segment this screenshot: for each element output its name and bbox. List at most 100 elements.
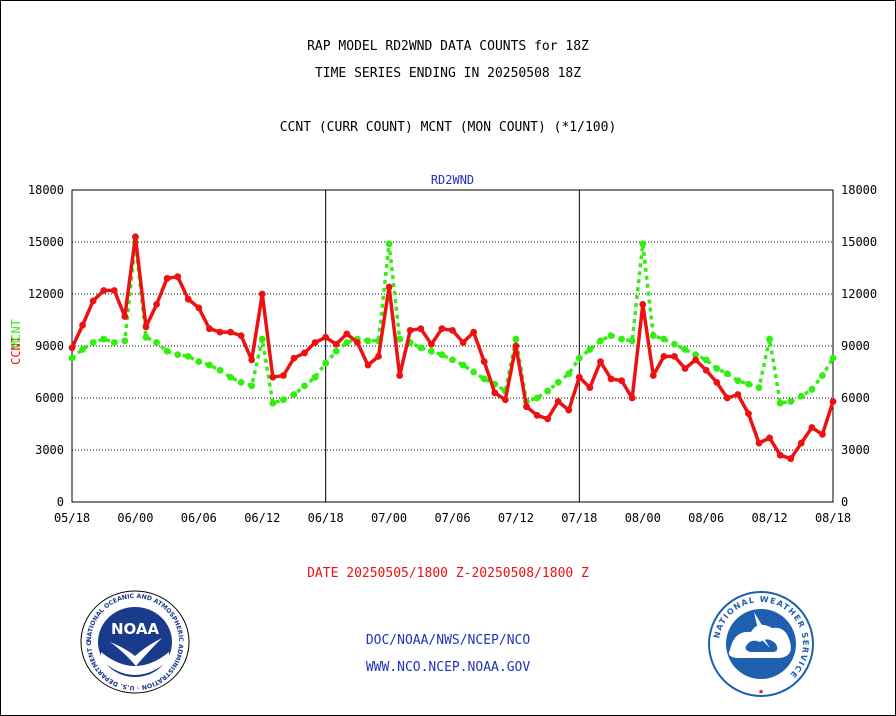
y-tick-label-right: 3000 bbox=[841, 443, 870, 457]
data-point-ccnt bbox=[216, 328, 224, 336]
data-point-ccnt bbox=[417, 325, 425, 333]
series-layer bbox=[68, 233, 837, 463]
date-range-label: DATE 20250505/1800 Z-20250508/1800 Z bbox=[307, 566, 589, 581]
data-point-ccnt bbox=[649, 372, 657, 379]
x-tick-label: 06/12 bbox=[244, 511, 280, 525]
y-tick-label-left: 6000 bbox=[35, 391, 64, 405]
x-tick-label: 08/12 bbox=[752, 511, 788, 525]
data-point-mcnt bbox=[723, 370, 731, 378]
data-point-mcnt bbox=[512, 335, 520, 343]
data-point-ccnt bbox=[68, 344, 76, 352]
data-point-ccnt bbox=[279, 372, 287, 379]
data-point-mcnt bbox=[829, 354, 837, 362]
data-point-ccnt bbox=[681, 365, 689, 372]
data-point-ccnt bbox=[195, 304, 203, 312]
data-point-ccnt bbox=[597, 358, 604, 365]
data-point-ccnt bbox=[702, 366, 710, 374]
data-point-mcnt bbox=[755, 384, 763, 391]
data-point-ccnt bbox=[713, 379, 721, 386]
noaa-logo: NOAA NATIONAL OCEANIC AND ATMOSPHERIC AD… bbox=[80, 590, 190, 694]
grid-layer bbox=[72, 190, 833, 502]
y-tick-label-right: 12000 bbox=[841, 287, 877, 301]
data-point-ccnt bbox=[237, 332, 245, 339]
y-tick-label-right: 0 bbox=[841, 495, 848, 509]
data-point-ccnt bbox=[396, 372, 404, 379]
data-point-ccnt bbox=[660, 353, 668, 360]
data-point-ccnt bbox=[491, 389, 499, 397]
data-point-ccnt bbox=[406, 327, 414, 334]
data-point-mcnt bbox=[385, 240, 393, 248]
data-point-ccnt bbox=[385, 283, 393, 291]
website-link[interactable]: WWW.NCO.NCEP.NOAA.GOV bbox=[365, 660, 531, 675]
data-point-ccnt bbox=[142, 323, 150, 331]
data-point-mcnt bbox=[417, 344, 425, 352]
data-point-ccnt bbox=[163, 275, 171, 282]
data-point-mcnt bbox=[575, 354, 583, 362]
data-point-mcnt bbox=[174, 351, 182, 359]
y-axis-label-mcnt: MCNT bbox=[9, 319, 23, 348]
data-point-ccnt bbox=[470, 328, 478, 336]
data-point-mcnt bbox=[142, 333, 150, 341]
y-tick-label-left: 3000 bbox=[35, 443, 64, 457]
data-point-ccnt bbox=[227, 328, 234, 336]
data-point-mcnt bbox=[68, 354, 76, 362]
data-point-mcnt bbox=[248, 382, 256, 390]
data-point-mcnt bbox=[100, 335, 108, 343]
data-point-mcnt bbox=[237, 379, 245, 386]
axis-layer: 0 0 3000 3000 6000 6000 9000 9000 12000 12000 1500… bbox=[9, 173, 877, 525]
y-tick-label-right: 18000 bbox=[841, 183, 877, 197]
org-label: DOC/NOAA/NWS/NCEP/NCO bbox=[365, 633, 531, 648]
data-point-mcnt bbox=[449, 356, 456, 364]
data-point-mcnt bbox=[121, 337, 129, 345]
x-tick-label: 08/06 bbox=[688, 511, 724, 525]
chart-title-line2: TIME SERIES ENDING IN 20250508 18Z bbox=[314, 66, 582, 81]
x-tick-label: 07/12 bbox=[498, 511, 534, 525]
data-point-ccnt bbox=[755, 439, 763, 447]
data-point-ccnt bbox=[808, 424, 816, 431]
data-point-ccnt bbox=[639, 301, 647, 308]
data-point-ccnt bbox=[132, 233, 139, 241]
data-point-mcnt bbox=[819, 372, 826, 379]
data-point-mcnt bbox=[660, 335, 668, 343]
data-point-ccnt bbox=[364, 361, 372, 369]
data-point-ccnt bbox=[723, 394, 731, 402]
x-tick-label: 06/06 bbox=[181, 511, 217, 525]
data-point-mcnt bbox=[184, 353, 192, 360]
data-point-mcnt bbox=[110, 339, 118, 346]
data-point-mcnt bbox=[713, 365, 721, 372]
data-point-ccnt bbox=[301, 349, 308, 357]
data-point-mcnt bbox=[787, 398, 795, 405]
y-tick-label-left: 9000 bbox=[35, 339, 64, 353]
data-point-mcnt bbox=[89, 339, 97, 346]
data-point-ccnt bbox=[692, 356, 699, 364]
data-point-mcnt bbox=[470, 368, 478, 376]
data-point-mcnt bbox=[438, 351, 446, 359]
y-axis-label-ccnt: CCNT bbox=[9, 336, 23, 365]
data-point-mcnt bbox=[607, 332, 615, 339]
data-point-ccnt bbox=[343, 330, 351, 338]
data-point-ccnt bbox=[829, 398, 837, 405]
data-point-mcnt bbox=[628, 337, 636, 345]
y-tick-label-right: 6000 bbox=[841, 391, 870, 405]
y-tick-label-left: 12000 bbox=[28, 287, 64, 301]
data-point-ccnt bbox=[121, 313, 129, 320]
data-point-ccnt bbox=[586, 384, 594, 391]
data-point-ccnt bbox=[797, 439, 805, 447]
data-point-mcnt bbox=[681, 346, 689, 353]
data-point-ccnt bbox=[671, 353, 678, 360]
data-point-mcnt bbox=[311, 373, 319, 381]
data-point-ccnt bbox=[459, 339, 467, 346]
data-point-ccnt bbox=[523, 403, 530, 411]
data-point-ccnt bbox=[332, 340, 340, 348]
data-point-ccnt bbox=[258, 290, 266, 298]
data-point-mcnt bbox=[206, 361, 213, 369]
data-point-ccnt bbox=[322, 333, 330, 341]
data-point-ccnt bbox=[787, 455, 795, 463]
data-point-ccnt bbox=[618, 377, 626, 385]
data-point-ccnt bbox=[554, 398, 562, 405]
y-tick-label-right: 9000 bbox=[841, 339, 870, 353]
series-line-ccnt bbox=[70, 235, 835, 461]
data-point-ccnt bbox=[819, 431, 826, 438]
data-point-ccnt bbox=[512, 342, 520, 350]
